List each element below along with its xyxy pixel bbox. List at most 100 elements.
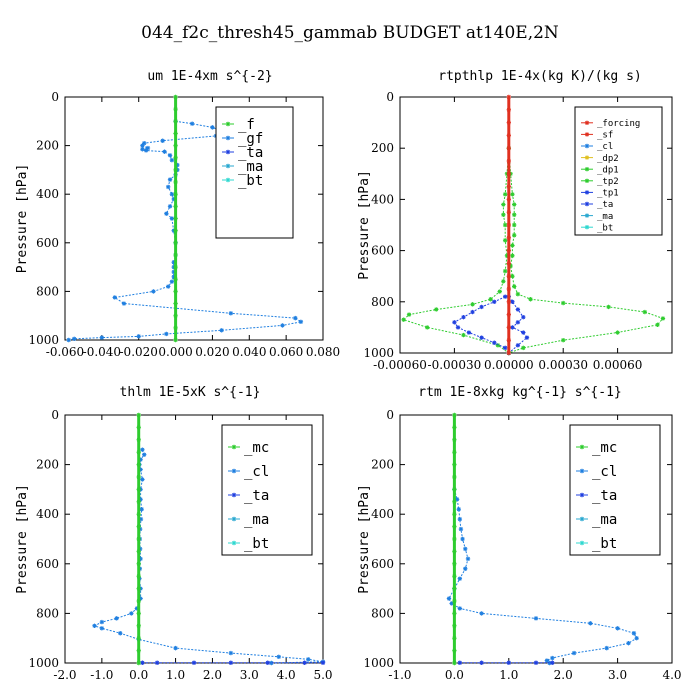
data-point	[501, 212, 506, 217]
series-line	[508, 296, 528, 354]
data-point	[533, 616, 539, 621]
data-point	[140, 477, 145, 482]
legend-entry: _dp1	[597, 165, 619, 175]
x-tick-label: -0.040	[83, 345, 121, 359]
data-point	[171, 274, 176, 280]
data-point	[189, 121, 195, 126]
data-point	[228, 660, 234, 665]
panel-title: rtpthlp 1E-4x(kg K)/(kg s)	[438, 69, 642, 84]
y-tick-label: 800	[371, 295, 394, 309]
data-point	[506, 338, 511, 343]
data-point	[136, 462, 141, 467]
data-point	[151, 289, 156, 294]
data-point	[561, 338, 566, 343]
x-tick-label: 0.000	[158, 345, 192, 359]
data-point	[138, 556, 143, 562]
data-point	[510, 325, 515, 330]
data-point	[463, 546, 468, 552]
data-point	[129, 611, 134, 616]
legend-marker	[231, 468, 237, 474]
data-point	[306, 657, 311, 662]
data-point	[512, 222, 517, 228]
x-tick-label: 3.0	[608, 668, 627, 682]
series-gf	[66, 119, 304, 343]
data-point	[452, 561, 457, 566]
legend-entry: _sf	[597, 131, 613, 141]
data-point	[173, 228, 178, 233]
data-point	[466, 330, 472, 335]
x-tick-label: -1.0	[90, 668, 113, 682]
x-tick-label: 2.0	[203, 668, 222, 682]
data-point	[173, 313, 178, 318]
data-point	[136, 499, 141, 504]
data-point	[173, 277, 178, 282]
legend-marker	[579, 444, 585, 450]
data-point	[547, 660, 552, 666]
data-point	[114, 616, 119, 621]
legend-entry: _ta	[597, 200, 613, 210]
legend-entry: _ta	[238, 145, 263, 161]
x-tick-label: 2.0	[554, 668, 573, 682]
data-point	[510, 192, 515, 197]
y-tick-label: 800	[36, 284, 59, 298]
data-point	[136, 623, 141, 628]
data-point	[606, 304, 611, 310]
data-point	[460, 536, 465, 542]
y-tick-label: 0	[386, 90, 394, 104]
data-point	[502, 238, 508, 243]
data-point	[615, 330, 620, 335]
x-tick-label: 0.020	[195, 345, 229, 359]
data-point	[452, 320, 457, 325]
legend-marker	[584, 190, 590, 195]
data-point	[173, 94, 178, 100]
legend-marker	[584, 178, 590, 183]
legend-marker	[225, 121, 231, 127]
x-tick-label: 0.040	[232, 345, 266, 359]
data-point	[280, 323, 285, 328]
y-tick-label: 0	[51, 408, 59, 422]
y-tick-label: 1000	[363, 656, 394, 670]
data-point	[452, 425, 457, 430]
legend-marker	[231, 444, 237, 450]
y-tick-label: 1000	[28, 656, 59, 670]
legend-entry: _cl	[592, 464, 617, 480]
data-point	[302, 660, 307, 665]
x-tick-label: 0.00030	[538, 358, 588, 372]
data-point	[615, 626, 620, 631]
data-point	[571, 650, 577, 656]
data-point	[228, 311, 234, 316]
y-tick-label: 800	[371, 606, 394, 620]
x-tick-label: -2.0	[53, 668, 76, 682]
series-line	[508, 148, 664, 354]
data-point	[461, 332, 466, 338]
data-point	[136, 425, 141, 430]
x-tick-label: 0.00000	[484, 358, 534, 372]
data-point	[449, 601, 454, 606]
data-point	[506, 325, 511, 330]
x-tick-label: 0.0	[445, 668, 464, 682]
data-point	[175, 162, 180, 168]
data-point	[136, 561, 141, 566]
legend-marker	[225, 163, 231, 169]
panel-1: um 1E-4xm s^{-2} Pressure [hPa] 0 200 400 600…	[15, 69, 340, 359]
data-point	[173, 179, 178, 185]
data-point	[452, 611, 457, 616]
data-point	[452, 450, 457, 455]
data-point	[521, 314, 526, 320]
legend-entry: _forcing	[597, 119, 640, 129]
data-point	[162, 149, 167, 154]
x-tick-label: -1.0	[388, 668, 411, 682]
data-point	[506, 158, 511, 164]
data-point	[136, 611, 141, 616]
data-point	[66, 337, 71, 343]
y-tick-label: 800	[36, 606, 59, 620]
data-point	[506, 210, 511, 215]
legend-entry: _bt	[592, 536, 617, 552]
legend-marker	[231, 492, 237, 498]
data-point	[143, 148, 149, 153]
data-point	[457, 606, 463, 611]
data-point	[452, 412, 457, 418]
legend-marker	[579, 516, 585, 522]
y-tick-label: 0	[51, 90, 59, 104]
data-point	[506, 286, 511, 292]
